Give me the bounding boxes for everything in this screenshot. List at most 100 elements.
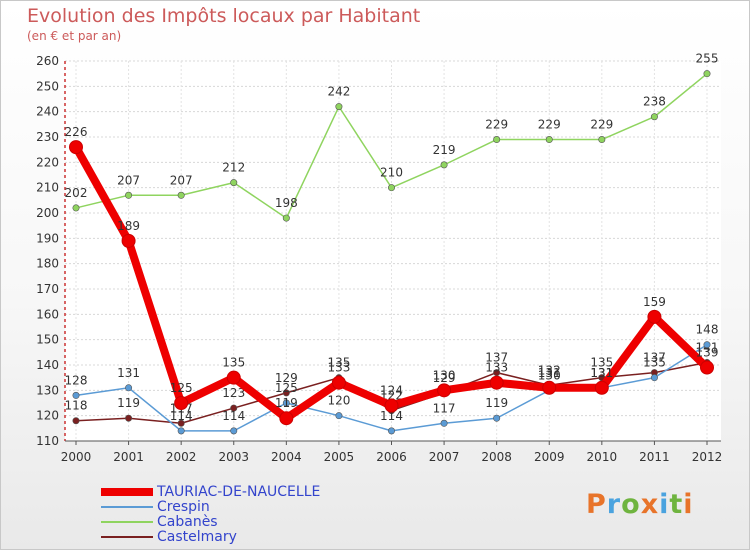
data-point [72, 391, 80, 399]
chart-title: Evolution des Impôts locaux par Habitant [27, 5, 421, 27]
x-tick-label: 2005 [324, 450, 355, 464]
x-tick-label: 2001 [113, 450, 144, 464]
data-point [650, 113, 658, 121]
data-point [121, 233, 136, 248]
logo-letter: x [640, 489, 660, 520]
y-tick-label: 190 [36, 231, 59, 245]
logo-letter: i [659, 489, 670, 520]
data-label: 229 [590, 118, 613, 132]
data-point [125, 384, 133, 392]
chart-subtitle: (en € et par an) [27, 29, 122, 43]
y-tick-label: 160 [36, 307, 59, 321]
data-label: 114 [170, 409, 193, 423]
data-label: 135 [643, 356, 666, 370]
data-label: 148 [696, 323, 719, 337]
data-label: 238 [643, 95, 666, 109]
legend-swatch [101, 506, 153, 508]
legend-label: Castelmary [157, 529, 237, 545]
data-label: 137 [485, 351, 508, 365]
data-point [437, 383, 452, 398]
x-tick-label: 2000 [61, 450, 92, 464]
data-point [335, 412, 343, 420]
x-tick-label: 2009 [534, 450, 565, 464]
data-point [69, 140, 83, 155]
legend-label: Cabanès [157, 514, 218, 530]
data-label: 114 [222, 409, 245, 423]
data-point [384, 398, 399, 413]
data-label: 129 [433, 371, 456, 385]
data-point [279, 411, 294, 426]
data-point [700, 360, 714, 375]
data-label: 119 [485, 396, 508, 410]
data-label: 189 [117, 219, 140, 233]
y-tick-label: 230 [36, 130, 59, 144]
data-label: 135 [222, 356, 245, 370]
logo-letter: i [683, 489, 694, 520]
data-label: 137 [643, 351, 666, 365]
data-point [440, 161, 448, 169]
y-tick-label: 140 [36, 358, 59, 372]
data-point [177, 419, 185, 427]
data-point [440, 419, 448, 427]
data-label: 133 [485, 361, 508, 375]
x-tick-label: 2006 [376, 450, 407, 464]
data-label: 135 [327, 356, 350, 370]
data-label: 132 [538, 363, 561, 377]
x-tick-label: 2003 [218, 450, 249, 464]
data-point [282, 214, 290, 222]
data-point [387, 184, 395, 192]
data-label: 125 [275, 381, 298, 395]
data-point [331, 375, 346, 390]
logo-letter: r [606, 489, 622, 520]
y-tick-label: 200 [36, 206, 59, 220]
data-point [489, 375, 504, 390]
data-point [542, 380, 557, 395]
data-label: 114 [380, 409, 403, 423]
y-tick-label: 150 [36, 333, 59, 347]
x-tick-label: 2012 [692, 450, 723, 464]
y-tick-label: 250 [36, 79, 59, 93]
data-point [282, 399, 290, 407]
data-label: 119 [275, 396, 298, 410]
y-tick-label: 130 [36, 383, 59, 397]
data-point [226, 370, 241, 385]
logo-letter: P [586, 489, 607, 520]
x-tick-label: 2002 [166, 450, 197, 464]
data-label: 124 [380, 384, 403, 398]
data-point [598, 136, 606, 144]
y-tick-label: 180 [36, 257, 59, 271]
y-tick-label: 240 [36, 105, 59, 119]
data-point [177, 427, 185, 435]
data-point [493, 414, 501, 422]
x-tick-label: 2008 [481, 450, 512, 464]
data-point [230, 404, 238, 412]
data-label: 198 [275, 196, 298, 210]
legend-label: TAURIAC-DE-NAUCELLE [157, 484, 321, 500]
data-label: 129 [275, 371, 298, 385]
x-tick-label: 2004 [271, 450, 302, 464]
data-point [230, 427, 238, 435]
data-point [282, 389, 290, 397]
y-tick-label: 110 [36, 434, 59, 448]
data-point [545, 136, 553, 144]
data-point [703, 341, 711, 349]
data-label: 131 [590, 366, 613, 380]
data-label: 212 [222, 161, 245, 175]
legend-swatch [101, 488, 153, 496]
y-tick-label: 210 [36, 181, 59, 195]
data-point [125, 414, 133, 422]
y-tick-label: 260 [36, 54, 59, 68]
y-tick-label: 220 [36, 155, 59, 169]
data-point [387, 427, 395, 435]
data-label: 131 [117, 366, 140, 380]
logo-letter: t [669, 489, 684, 520]
data-label: 128 [65, 373, 88, 387]
data-label: 219 [433, 143, 456, 157]
data-label: 255 [696, 52, 719, 66]
y-tick-label: 170 [36, 282, 59, 296]
data-label: 242 [327, 85, 350, 99]
data-label: 159 [643, 295, 666, 309]
logo-letter: o [621, 489, 641, 520]
